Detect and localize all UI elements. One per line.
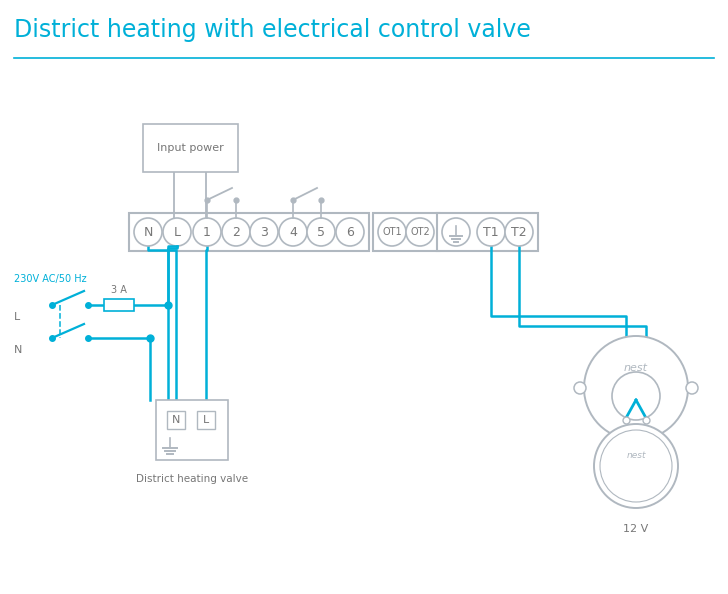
Text: L: L xyxy=(14,312,20,322)
Text: 12 V: 12 V xyxy=(623,524,649,534)
FancyBboxPatch shape xyxy=(197,411,215,429)
Text: L: L xyxy=(173,226,181,239)
Text: District heating with electrical control valve: District heating with electrical control… xyxy=(14,18,531,42)
Text: 3: 3 xyxy=(260,226,268,239)
Text: T2: T2 xyxy=(511,226,527,239)
FancyBboxPatch shape xyxy=(143,124,237,172)
Text: L: L xyxy=(203,415,209,425)
Circle shape xyxy=(279,218,307,246)
Text: 230V AC/50 Hz: 230V AC/50 Hz xyxy=(14,274,87,284)
Circle shape xyxy=(477,218,505,246)
Text: 6: 6 xyxy=(346,226,354,239)
Circle shape xyxy=(600,430,672,502)
Circle shape xyxy=(378,218,406,246)
Circle shape xyxy=(612,372,660,420)
Text: 3 A: 3 A xyxy=(111,285,127,295)
Circle shape xyxy=(442,218,470,246)
Circle shape xyxy=(505,218,533,246)
Text: 1: 1 xyxy=(203,226,211,239)
Circle shape xyxy=(336,218,364,246)
Circle shape xyxy=(307,218,335,246)
Circle shape xyxy=(193,218,221,246)
Circle shape xyxy=(584,336,688,440)
Text: District heating valve: District heating valve xyxy=(136,474,248,484)
Text: N: N xyxy=(143,226,153,239)
FancyBboxPatch shape xyxy=(373,213,439,251)
Text: N: N xyxy=(172,415,181,425)
FancyBboxPatch shape xyxy=(437,213,538,251)
FancyBboxPatch shape xyxy=(156,400,228,460)
Text: 4: 4 xyxy=(289,226,297,239)
Text: 2: 2 xyxy=(232,226,240,239)
Text: OT1: OT1 xyxy=(382,227,402,237)
Text: T1: T1 xyxy=(483,226,499,239)
Circle shape xyxy=(574,382,586,394)
Text: OT2: OT2 xyxy=(410,227,430,237)
Circle shape xyxy=(406,218,434,246)
Text: N: N xyxy=(14,345,23,355)
FancyBboxPatch shape xyxy=(167,411,185,429)
Circle shape xyxy=(222,218,250,246)
Circle shape xyxy=(594,424,678,508)
Circle shape xyxy=(686,382,698,394)
Text: nest: nest xyxy=(624,363,648,373)
Circle shape xyxy=(163,218,191,246)
FancyBboxPatch shape xyxy=(104,299,134,311)
Text: 5: 5 xyxy=(317,226,325,239)
Circle shape xyxy=(134,218,162,246)
Text: Input power: Input power xyxy=(157,143,223,153)
Circle shape xyxy=(250,218,278,246)
Text: nest: nest xyxy=(626,451,646,460)
FancyBboxPatch shape xyxy=(129,213,369,251)
